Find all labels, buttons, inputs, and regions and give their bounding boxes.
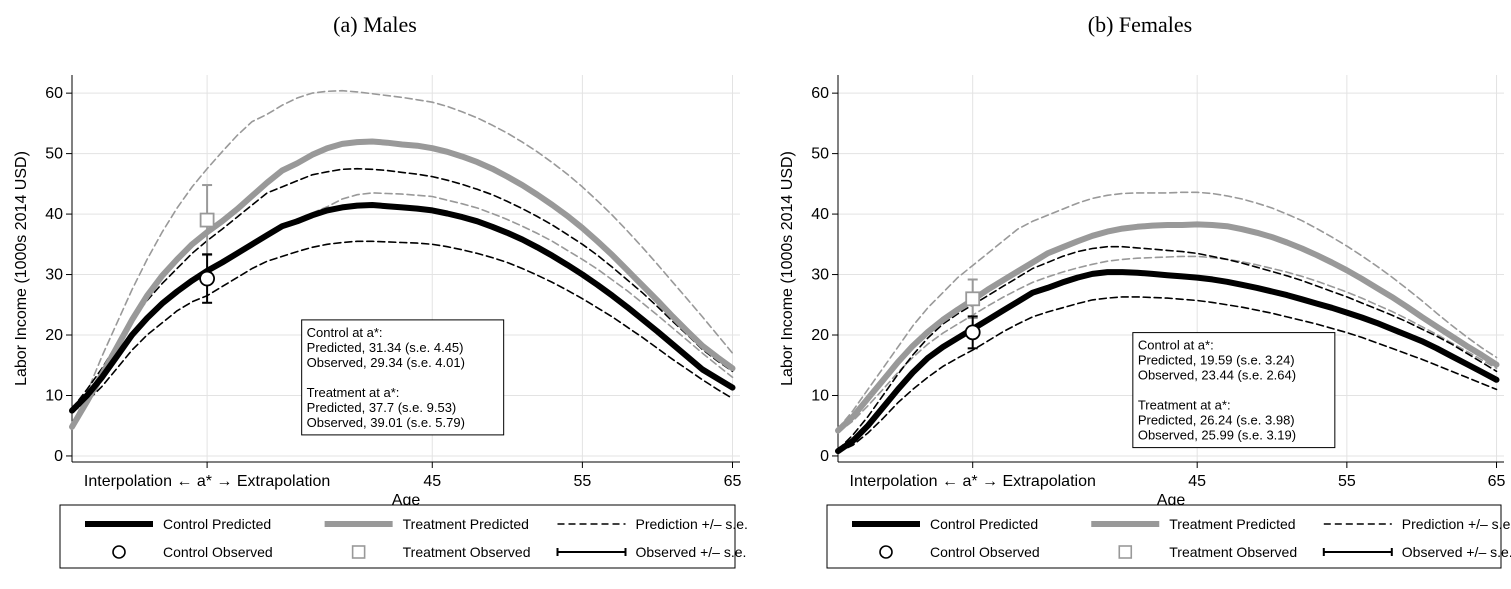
y-tick-label: 50 xyxy=(811,146,829,163)
y-tick-label: 60 xyxy=(811,85,829,102)
legend-key-treatment-observed xyxy=(351,545,366,559)
annotation-line: Predicted, 31.34 (s.e. 4.45) xyxy=(307,340,464,355)
series-line-ctrl-lower xyxy=(71,240,734,414)
x-tick-label: 55 xyxy=(1338,473,1356,490)
series-line-treat-lower xyxy=(837,255,1498,434)
legend-label: Control Predicted xyxy=(930,516,1038,532)
annotation-line: Observed, 29.34 (s.e. 4.01) xyxy=(307,355,465,370)
annotation-box: Control at a*:Predicted, 31.34 (s.e. 4.4… xyxy=(301,319,505,436)
annotation-line: Observed, 25.99 (s.e. 3.19) xyxy=(1138,428,1296,443)
y-tick-label: 40 xyxy=(45,206,63,223)
legend-label: Observed +/– s.e. xyxy=(636,544,747,560)
series-line-treat-pred xyxy=(69,138,736,430)
y-tick-label: 30 xyxy=(811,267,829,284)
legend: Control Predicted Treatment Predicted Pred… xyxy=(59,504,748,569)
y-tick-label: 0 xyxy=(820,448,829,465)
series-line-treat-upper xyxy=(837,191,1498,430)
annotation-frame xyxy=(1132,332,1336,449)
series-line-control-pred xyxy=(69,202,736,414)
legend-label: Control Predicted xyxy=(163,516,271,532)
legend-label: Treatment Predicted xyxy=(1169,516,1295,532)
legend-label: Treatment Observed xyxy=(403,544,531,560)
legend-label: Prediction +/– s.e. xyxy=(636,516,748,532)
y-axis-label: Labor Income (1000s 2014 USD) xyxy=(13,151,30,386)
x-tick-label: 45 xyxy=(1188,473,1206,490)
series-line-ctrl-upper xyxy=(837,245,1498,451)
y-axis-label: Labor Income (1000s 2014 USD) xyxy=(779,151,796,386)
legend-key-control-observed xyxy=(112,545,126,559)
annotation-line: Observed, 39.01 (s.e. 5.79) xyxy=(307,415,465,430)
legend-key-control-observed xyxy=(879,545,893,559)
y-tick-label: 10 xyxy=(45,387,63,404)
y-tick-label: 10 xyxy=(811,387,829,404)
y-tick-label: 0 xyxy=(54,448,63,465)
annotation-box: Control at a*:Predicted, 19.59 (s.e. 3.2… xyxy=(1132,332,1336,449)
control-observed-point xyxy=(964,324,981,341)
annotation-line: Treatment at a*: xyxy=(1138,398,1231,413)
annotation-line: Predicted, 19.59 (s.e. 3.24) xyxy=(1138,353,1295,368)
chart-title: (b) Females xyxy=(1088,12,1192,37)
y-tick-label: 20 xyxy=(45,327,63,344)
series-line-control-pred xyxy=(835,269,1500,455)
chart-panel-2: (b) Females 0 10 20 30 40 50 60 Interpolation ← … xyxy=(779,12,1511,569)
legend-label: Treatment Predicted xyxy=(403,516,529,532)
astar-tick-label: Interpolation ← a* → Extrapolation xyxy=(850,473,1096,490)
legend-frame xyxy=(826,504,1502,569)
x-tick-label: 65 xyxy=(1488,473,1506,490)
y-tick-label: 60 xyxy=(45,85,63,102)
annotation-frame xyxy=(301,319,505,436)
annotation-line: Predicted, 26.24 (s.e. 3.98) xyxy=(1138,413,1295,428)
treatment-observed-point xyxy=(199,212,215,228)
annotation-line: Control at a*: xyxy=(1138,338,1214,353)
legend-key-treatment-observed xyxy=(1118,545,1133,559)
legend-label: Control Observed xyxy=(163,544,273,560)
legend-label: Control Observed xyxy=(930,544,1040,560)
series-line-treat-pred xyxy=(835,221,1500,434)
legend: Control Predicted Treatment Predicted Pred… xyxy=(826,504,1511,569)
treatment-observed-point xyxy=(965,291,981,307)
legend-frame xyxy=(59,504,736,569)
legend-label: Treatment Observed xyxy=(1169,544,1297,560)
annotation-line: Observed, 23.44 (s.e. 2.64) xyxy=(1138,368,1296,383)
series-line-treat-upper xyxy=(71,89,734,427)
annotation-line: Treatment at a*: xyxy=(307,385,400,400)
legend-label: Prediction +/– s.e. xyxy=(1402,516,1511,532)
chart-title: (a) Males xyxy=(333,12,417,37)
annotation-line: Control at a*: xyxy=(307,325,383,340)
annotation-line: Predicted, 37.7 (s.e. 9.53) xyxy=(307,400,457,415)
control-observed-point xyxy=(199,270,216,287)
chart-panel-1: (a) Males 0 10 20 30 40 50 60 Interpolation ← a*… xyxy=(13,12,748,569)
x-tick-label: 45 xyxy=(423,473,441,490)
astar-tick-label: Interpolation ← a* → Extrapolation xyxy=(84,473,330,490)
y-tick-label: 50 xyxy=(45,146,63,163)
x-tick-label: 65 xyxy=(724,473,742,490)
series-line-ctrl-lower xyxy=(837,296,1498,454)
series-line-ctrl-upper xyxy=(71,167,734,410)
y-tick-label: 40 xyxy=(811,206,829,223)
legend-label: Observed +/– s.e. xyxy=(1402,544,1511,560)
x-tick-label: 55 xyxy=(573,473,591,490)
y-tick-label: 20 xyxy=(811,327,829,344)
y-tick-label: 30 xyxy=(45,267,63,284)
